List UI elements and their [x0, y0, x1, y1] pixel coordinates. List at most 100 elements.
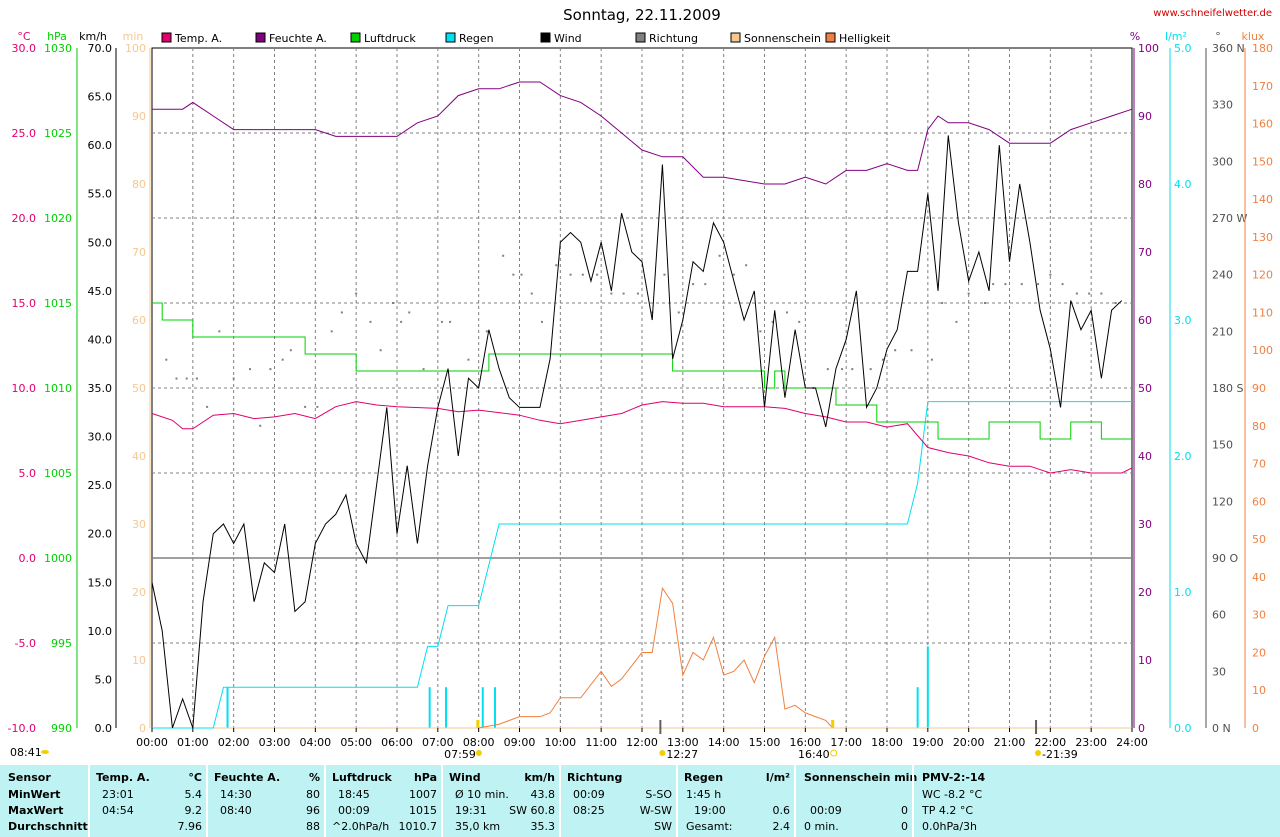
rain-tick: 5.0: [1174, 42, 1192, 55]
humidity-tick: 0: [1138, 722, 1145, 735]
direction-tick: 180 S: [1212, 382, 1243, 395]
direction-point: [232, 377, 235, 380]
rain-bar: [926, 646, 929, 728]
direction-point: [340, 311, 343, 314]
rain-tick: 3.0: [1174, 314, 1192, 327]
direction-point: [330, 330, 333, 333]
humidity-unit: %: [308, 771, 320, 784]
brightness-tick: 10: [1252, 684, 1266, 697]
brightness-tick: 20: [1252, 646, 1266, 659]
direction-point: [581, 273, 584, 276]
temp-header: Temp. A.: [96, 771, 150, 784]
wind-max-time: 19:31: [455, 804, 487, 817]
direction-point: [785, 311, 788, 314]
direction-point: [269, 368, 272, 371]
pmv-pressure-trend: 0.0hPa/3h: [922, 820, 978, 833]
direction-tick: 240: [1212, 269, 1233, 282]
wind-distance: 35,0 km: [455, 820, 501, 833]
humidity-tick: 30: [1138, 518, 1152, 531]
brightness-tick: 70: [1252, 458, 1266, 471]
brightness-tick: 60: [1252, 495, 1266, 508]
x-axis: 00:00 01:00 02:00 03:00 04:00 05:00 06:00 07:00…: [10, 720, 1148, 761]
wind-avg-value: 35.3: [530, 820, 556, 833]
sun-icon: [41, 750, 49, 754]
direction-point: [1075, 292, 1078, 295]
sunshine-tick: 0: [139, 722, 146, 735]
direction-point: [955, 320, 958, 323]
direction-tick: 30: [1212, 665, 1226, 678]
temp-min-value: 5.4: [184, 788, 203, 801]
humidity-avg-value: 88: [306, 820, 320, 833]
legend-swatch: [350, 32, 361, 43]
direction-point: [316, 405, 319, 408]
pmv-windchill: WC -8.2 °C: [922, 788, 983, 801]
pressure-unit: hPa: [413, 771, 437, 784]
direction-point: [894, 349, 897, 352]
direction-point: [732, 273, 735, 276]
direction-point: [869, 368, 872, 371]
brightness-tick: 120: [1252, 269, 1273, 282]
legend-swatch: [445, 32, 456, 43]
direction-point: [175, 377, 178, 380]
brightness-tick: 80: [1252, 420, 1266, 433]
x-tick-label: 18:00: [871, 736, 903, 749]
direction-point: [165, 358, 168, 361]
legend-label: Wind: [554, 32, 582, 45]
brightness-tick: 160: [1252, 118, 1273, 131]
legend-label: Feuchte A.: [269, 32, 327, 45]
humidity-tick: 10: [1138, 654, 1152, 667]
legend: Temp. A. Feuchte A. Luftdruck Regen Wind Rich…: [161, 32, 891, 45]
direction-point: [400, 320, 403, 323]
temp-tick: -5.0: [15, 637, 36, 650]
temp-tick: 25.0: [12, 127, 37, 140]
brightness-tick: 150: [1252, 155, 1273, 168]
wind-tick: 35.0: [88, 382, 113, 395]
pressure-tick: 995: [51, 637, 72, 650]
direction-point: [1061, 283, 1064, 286]
start-time-label: 08:41: [10, 746, 42, 759]
direction-tick: 210: [1212, 325, 1233, 338]
legend-label: Regen: [459, 32, 494, 45]
sensor-header: Sensor: [8, 771, 51, 784]
direction-point: [449, 320, 452, 323]
axes: 30.025.020.015.010.05.00.0-5.0-10.010301…: [8, 42, 1273, 735]
direction-point: [391, 302, 394, 304]
direction-point: [692, 283, 695, 286]
direction-header: Richtung: [567, 771, 623, 784]
rain-max-time: 19:00: [694, 804, 726, 817]
sunset-label: 16:40: [798, 748, 830, 761]
humidity-tick: 70: [1138, 246, 1152, 259]
direction-point: [704, 283, 707, 286]
x-tick-label: 17:00: [830, 736, 862, 749]
pressure-tick: 1015: [44, 297, 72, 310]
wind-tick: 50.0: [88, 236, 113, 249]
legend-label: Helligkeit: [839, 32, 891, 45]
pressure-max-time: 00:09: [338, 804, 370, 817]
temp-tick: 0.0: [19, 552, 37, 565]
rain-bar: [916, 687, 919, 728]
rain-tick: 1.0: [1174, 586, 1192, 599]
direction-point: [663, 273, 666, 276]
x-tick-label: 20:00: [953, 736, 985, 749]
sunshine-tick: 60: [132, 314, 146, 327]
direction-tick: 90 O: [1212, 552, 1238, 565]
pressure-tick: 1025: [44, 127, 72, 140]
direction-point: [422, 368, 425, 371]
direction-point: [941, 302, 944, 304]
direction-tick: 120: [1212, 495, 1233, 508]
rain-unit: l/m²: [765, 771, 790, 784]
direction-min-time: 00:09: [573, 788, 605, 801]
direction-point: [798, 320, 801, 323]
direction-point: [841, 368, 844, 371]
direction-point: [1100, 292, 1103, 295]
x-tick-label: 02:00: [218, 736, 250, 749]
row-label-max: MaxWert: [8, 804, 64, 817]
direction-point: [206, 405, 209, 408]
humidity-max-value: 96: [306, 804, 320, 817]
direction-point: [440, 320, 443, 323]
direction-point: [759, 330, 762, 333]
noon-label: 12:27: [666, 748, 698, 761]
x-tick-label: 03:00: [259, 736, 291, 749]
brightness-tick: 110: [1252, 306, 1273, 319]
site-url[interactable]: www.schneifelwetter.de: [1153, 8, 1272, 19]
